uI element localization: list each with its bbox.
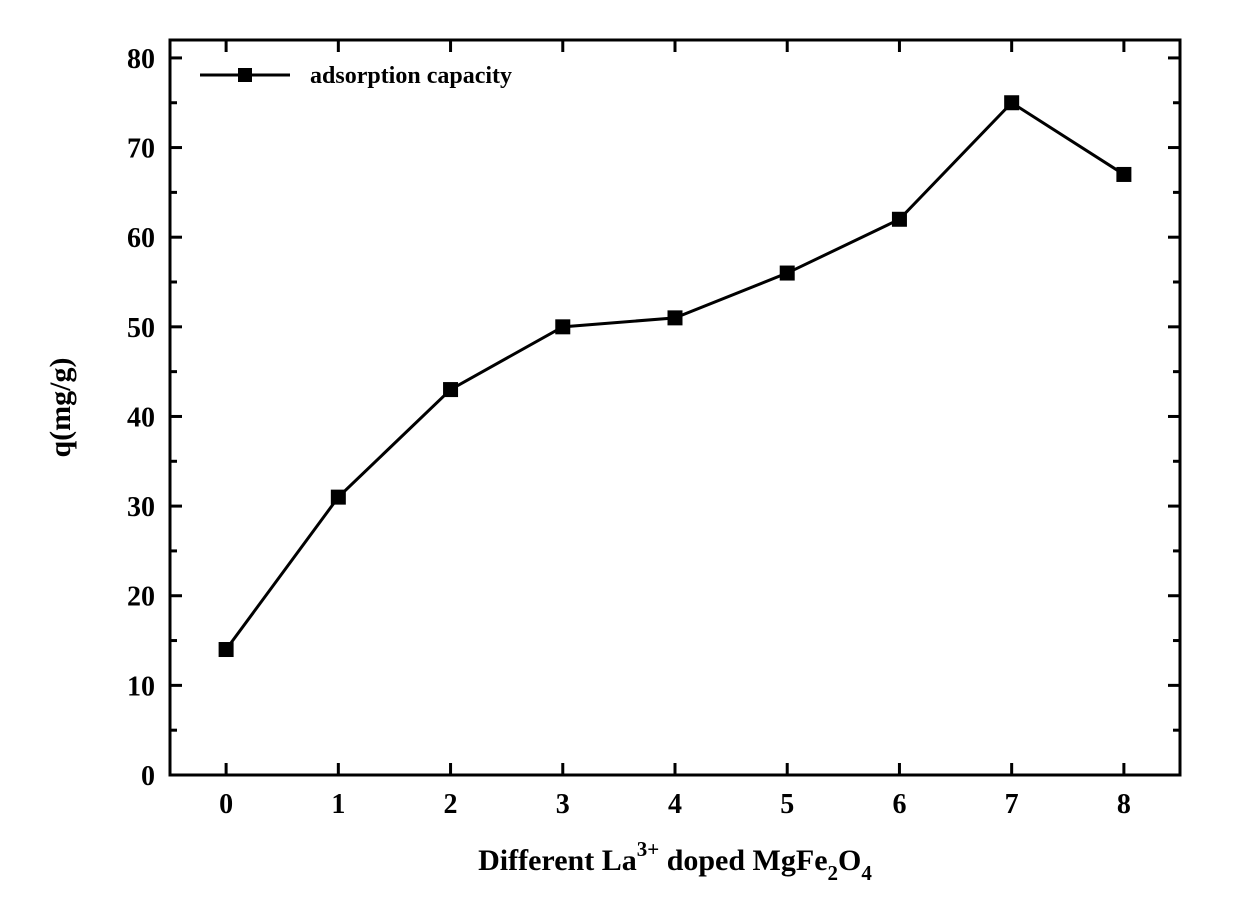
- chart-container: 01234567801020304050607080adsorption cap…: [0, 0, 1240, 921]
- series-marker: [219, 643, 233, 657]
- series-marker: [556, 320, 570, 334]
- x-tick-label: 4: [668, 789, 682, 820]
- x-tick-label: 3: [556, 789, 570, 820]
- series-marker: [444, 383, 458, 397]
- y-tick-label: 60: [127, 223, 155, 254]
- x-tick-label: 1: [331, 789, 345, 820]
- y-tick-label: 20: [127, 582, 155, 613]
- x-tick-label: 2: [444, 789, 458, 820]
- series-marker: [668, 311, 682, 325]
- x-tick-label: 7: [1005, 789, 1019, 820]
- y-tick-label: 40: [127, 402, 155, 433]
- line-chart: 01234567801020304050607080adsorption cap…: [0, 0, 1240, 921]
- x-axis-label: Different La3+ doped MgFe2O4: [478, 837, 872, 885]
- x-tick-label: 5: [780, 789, 794, 820]
- y-tick-label: 50: [127, 313, 155, 344]
- legend-label: adsorption capacity: [310, 63, 512, 89]
- y-tick-label: 70: [127, 134, 155, 165]
- x-tick-label: 8: [1117, 789, 1131, 820]
- plot-border: [170, 40, 1180, 775]
- y-axis-label: q(mg/g): [44, 358, 77, 458]
- y-tick-label: 30: [127, 492, 155, 523]
- x-tick-label: 6: [892, 789, 906, 820]
- y-tick-label: 80: [127, 44, 155, 75]
- legend-marker: [238, 68, 252, 82]
- series-marker: [892, 212, 906, 226]
- series-marker: [1005, 96, 1019, 110]
- series-marker: [331, 490, 345, 504]
- series-marker: [1117, 167, 1131, 181]
- y-tick-label: 10: [127, 671, 155, 702]
- series-line: [226, 103, 1124, 650]
- series-marker: [780, 266, 794, 280]
- x-tick-label: 0: [219, 789, 233, 820]
- y-tick-label: 0: [141, 761, 155, 792]
